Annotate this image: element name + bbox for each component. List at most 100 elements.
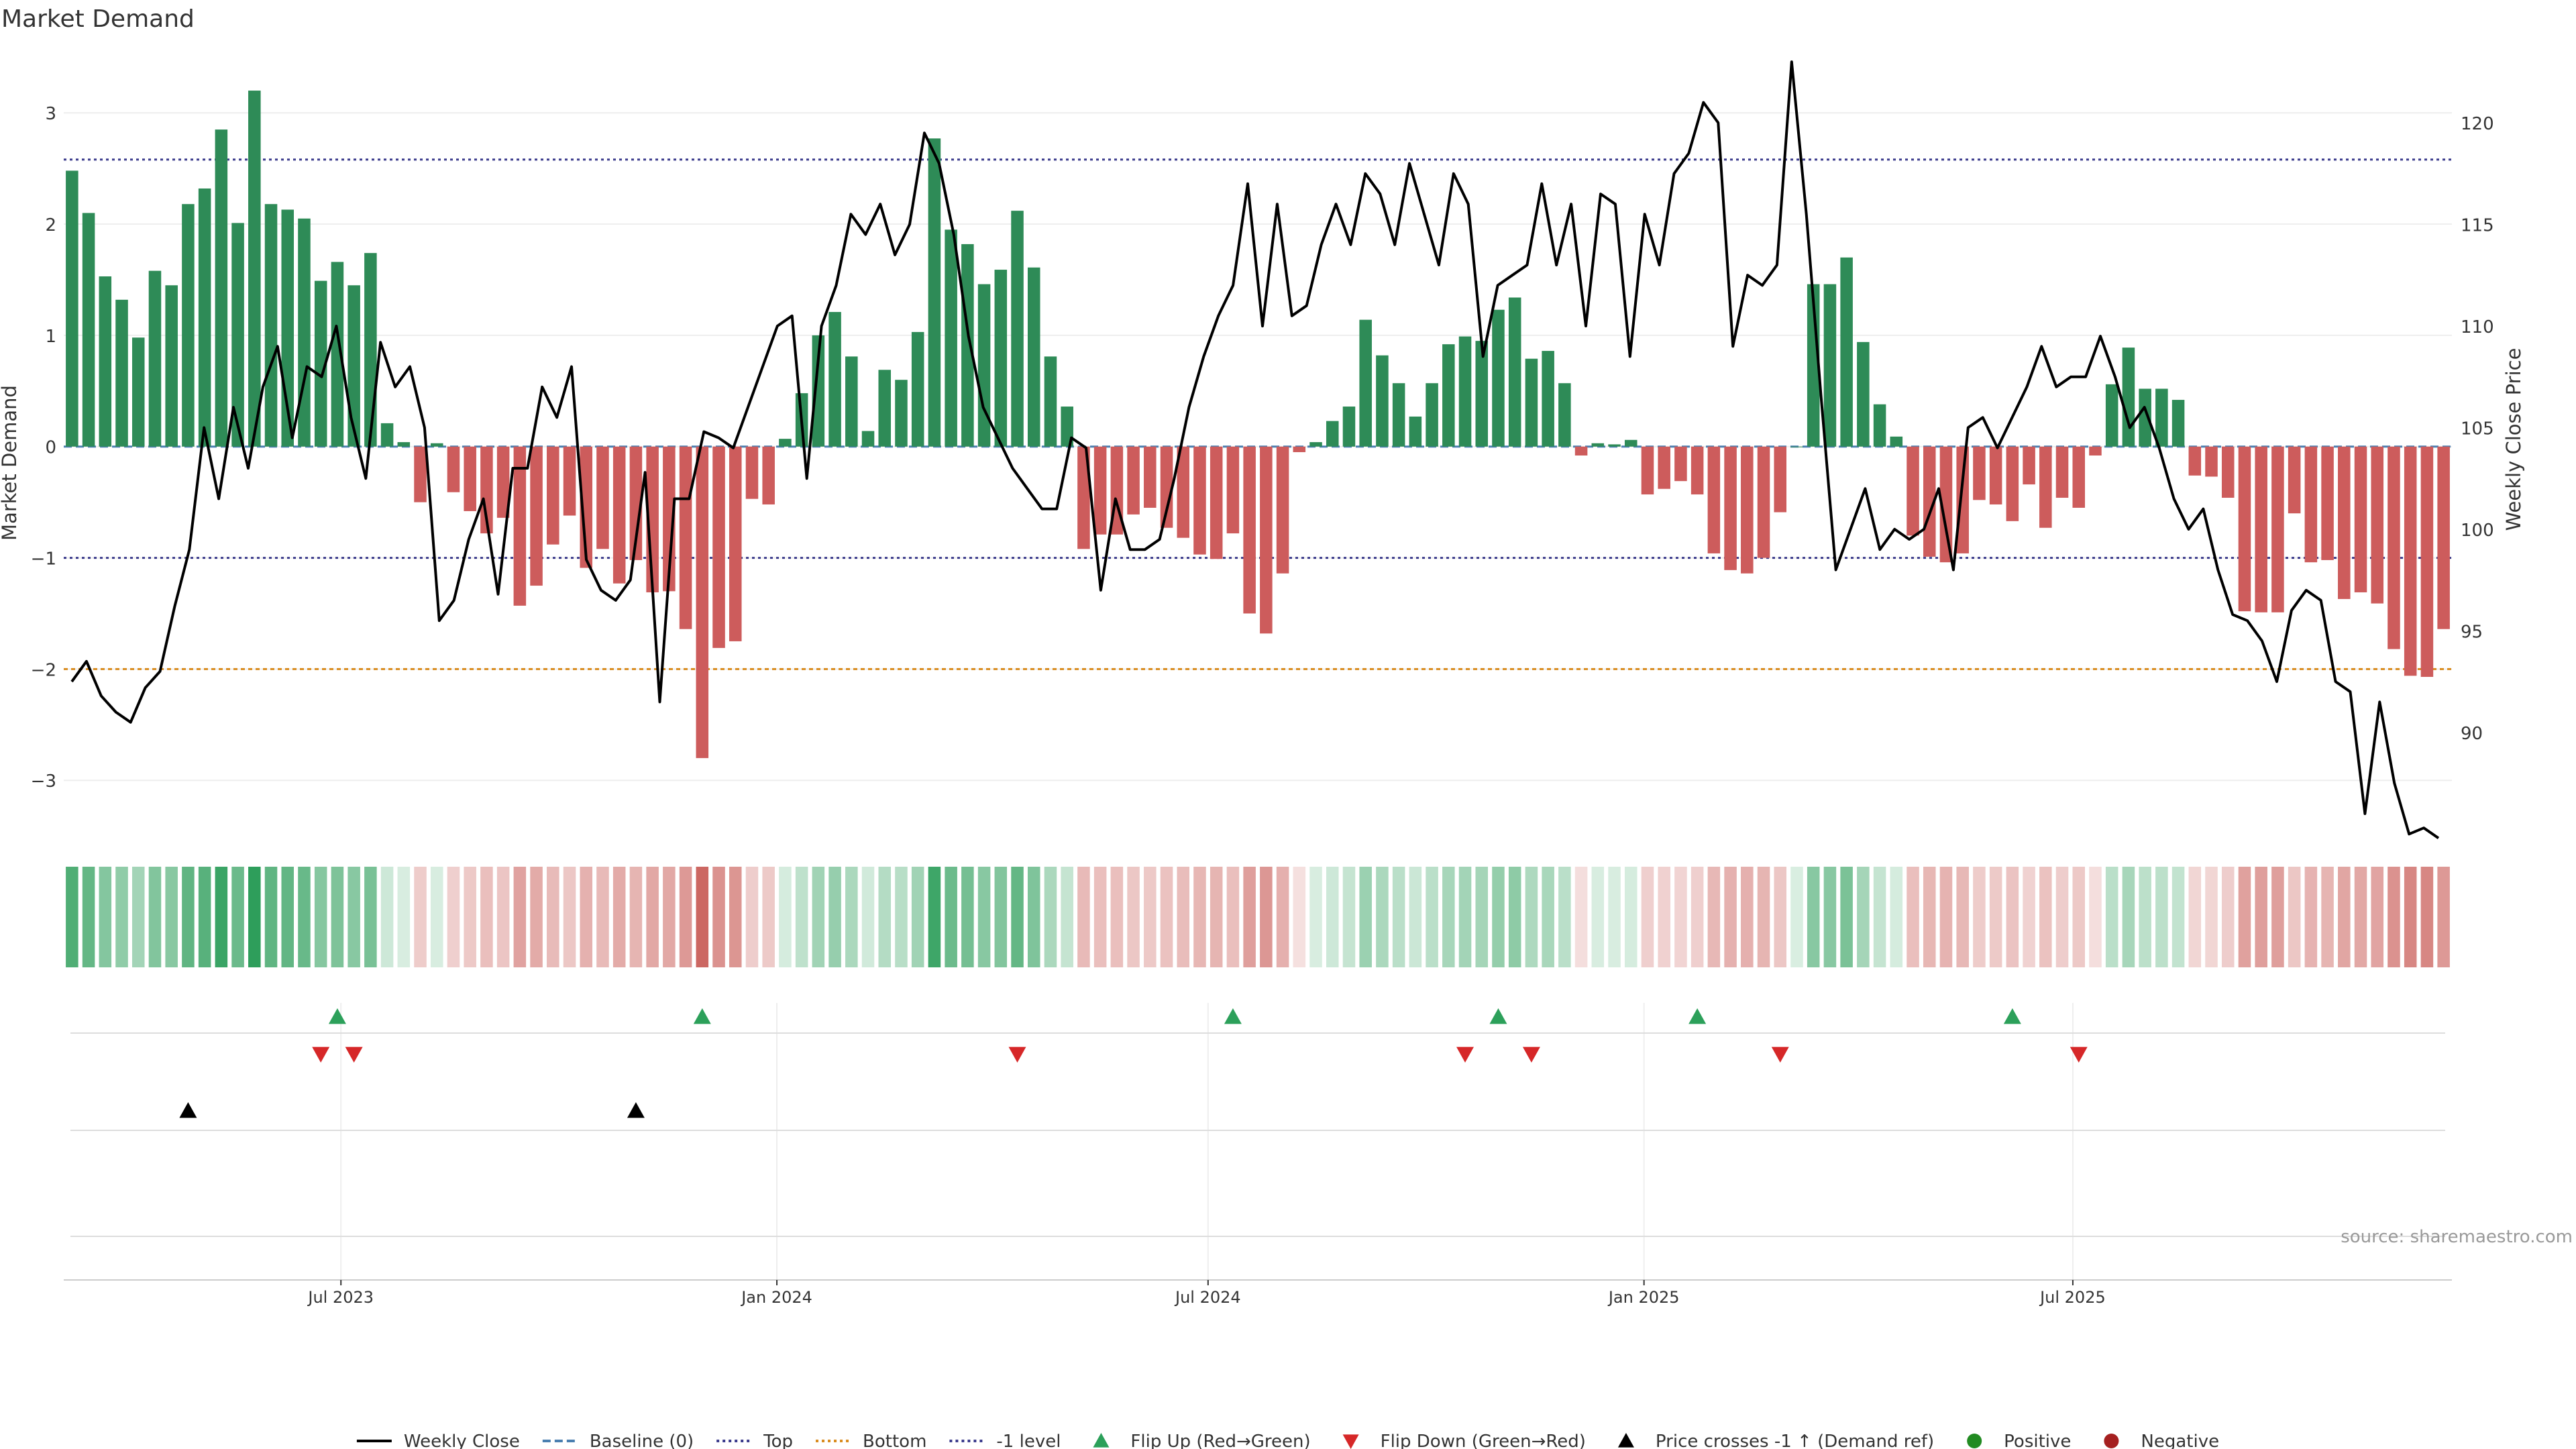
- demand-bar: [1177, 446, 1190, 538]
- heat-cell: [1458, 867, 1472, 967]
- heat-cell: [1807, 867, 1820, 967]
- demand-bar: [612, 446, 626, 584]
- heat-cell: [131, 867, 145, 967]
- y2-tick-label: 120: [2461, 114, 2494, 134]
- demand-bar: [1989, 446, 2002, 504]
- heat-cell: [264, 867, 278, 967]
- demand-bar: [878, 370, 892, 447]
- demand-bar: [1658, 446, 1670, 489]
- flip-down-marker: [312, 1046, 330, 1063]
- demand-bar: [513, 446, 527, 606]
- flip-up-marker: [1688, 1008, 1707, 1024]
- demand-bar: [2354, 446, 2367, 592]
- heat-cell: [795, 867, 808, 967]
- demand-bar: [1939, 446, 1953, 563]
- heat-cell: [115, 867, 128, 967]
- demand-bar: [215, 129, 228, 447]
- demand-bar: [945, 229, 957, 447]
- demand-bar: [2288, 446, 2301, 514]
- event-panels: [64, 1008, 2452, 1281]
- heat-cell: [696, 867, 709, 967]
- heat-cell: [281, 867, 294, 967]
- legend-item: Positive: [1967, 1432, 2071, 1449]
- demand-bar: [895, 380, 908, 447]
- demand-bar: [1210, 446, 1223, 559]
- demand-bar: [397, 442, 411, 447]
- demand-bar: [596, 446, 609, 549]
- heat-cell: [1690, 867, 1704, 967]
- heat-cell: [563, 867, 576, 967]
- heat-cell: [464, 867, 476, 967]
- demand-bar: [1326, 421, 1339, 447]
- weekly-close-line: [70, 60, 2440, 840]
- demand-bar: [115, 299, 128, 447]
- heat-cell: [1608, 867, 1621, 967]
- demand-bar: [1558, 383, 1571, 447]
- flip-up-marker: [693, 1008, 711, 1024]
- demand-bar: [1923, 446, 1936, 557]
- legend-item: Flip Up (Red→Green): [1093, 1432, 1311, 1449]
- heat-cell: [1857, 867, 1870, 967]
- demand-bar: [2039, 446, 2052, 528]
- legend-label: Weekly Close: [404, 1432, 520, 1449]
- legend-item: Bottom: [816, 1432, 926, 1449]
- x-tick-label: Jan 2025: [1607, 1288, 1680, 1307]
- demand-bar: [861, 431, 875, 447]
- legend-label: Flip Up (Red→Green): [1130, 1432, 1310, 1449]
- demand-bar: [2221, 446, 2235, 498]
- heat-cell: [1674, 867, 1687, 967]
- demand-bar: [1260, 446, 1273, 634]
- heat-cell: [1260, 867, 1273, 967]
- demand-bar: [1492, 309, 1505, 447]
- legend-symbol: [1967, 1434, 1982, 1448]
- demand-bar: [580, 446, 593, 568]
- heat-cell: [828, 867, 841, 967]
- demand-bar: [629, 446, 643, 560]
- y2-axis-label: Weekly Close Price: [2502, 348, 2525, 531]
- demand-bar: [1144, 446, 1157, 508]
- demand-bar: [1044, 356, 1057, 447]
- demand-bar: [2437, 446, 2450, 629]
- demand-bar: [2271, 446, 2284, 612]
- demand-bar: [1458, 336, 1472, 447]
- heat-cell: [1309, 867, 1322, 967]
- heat-cell: [248, 867, 261, 967]
- y-ticks: −3 −2 −1 0 1 2 3: [31, 104, 56, 792]
- y-axis-label: Market Demand: [0, 385, 21, 541]
- demand-bar: [231, 223, 244, 447]
- legend-label: Baseline (0): [590, 1432, 694, 1449]
- demand-bar: [2072, 446, 2086, 508]
- demand-bar: [248, 91, 261, 447]
- demand-bar: [712, 446, 725, 648]
- legend-item: Top: [716, 1432, 793, 1449]
- demand-bar: [298, 218, 311, 447]
- demand-bar: [264, 204, 278, 447]
- legend-label: Top: [763, 1432, 793, 1449]
- heat-cell: [1061, 867, 1073, 967]
- demand-bar: [331, 262, 344, 447]
- demand-bar: [1309, 442, 1322, 447]
- demand-bar: [1890, 436, 1903, 447]
- legend-label: Positive: [2004, 1432, 2071, 1449]
- demand-bar: [82, 213, 95, 447]
- demand-bar: [480, 446, 493, 534]
- heat-cell: [762, 867, 775, 967]
- demand-bar: [2105, 384, 2118, 447]
- heat-cell: [928, 867, 941, 967]
- demand-bar: [1724, 446, 1737, 570]
- demand-bar: [812, 335, 825, 447]
- heat-cell: [812, 867, 825, 967]
- heat-cell: [779, 867, 792, 967]
- price-cross-marker: [179, 1102, 197, 1118]
- demand-bar: [2171, 400, 2185, 447]
- demand-bar: [928, 138, 941, 447]
- heat-cell: [1956, 867, 1969, 967]
- heat-cell: [1923, 867, 1936, 967]
- heat-cell: [1658, 867, 1670, 967]
- demand-bar: [1757, 446, 1770, 558]
- heat-cell: [612, 867, 626, 967]
- demand-bar: [1907, 446, 1919, 536]
- demand-bar: [347, 285, 360, 447]
- demand-bar: [729, 446, 742, 641]
- demand-bar: [2371, 446, 2384, 604]
